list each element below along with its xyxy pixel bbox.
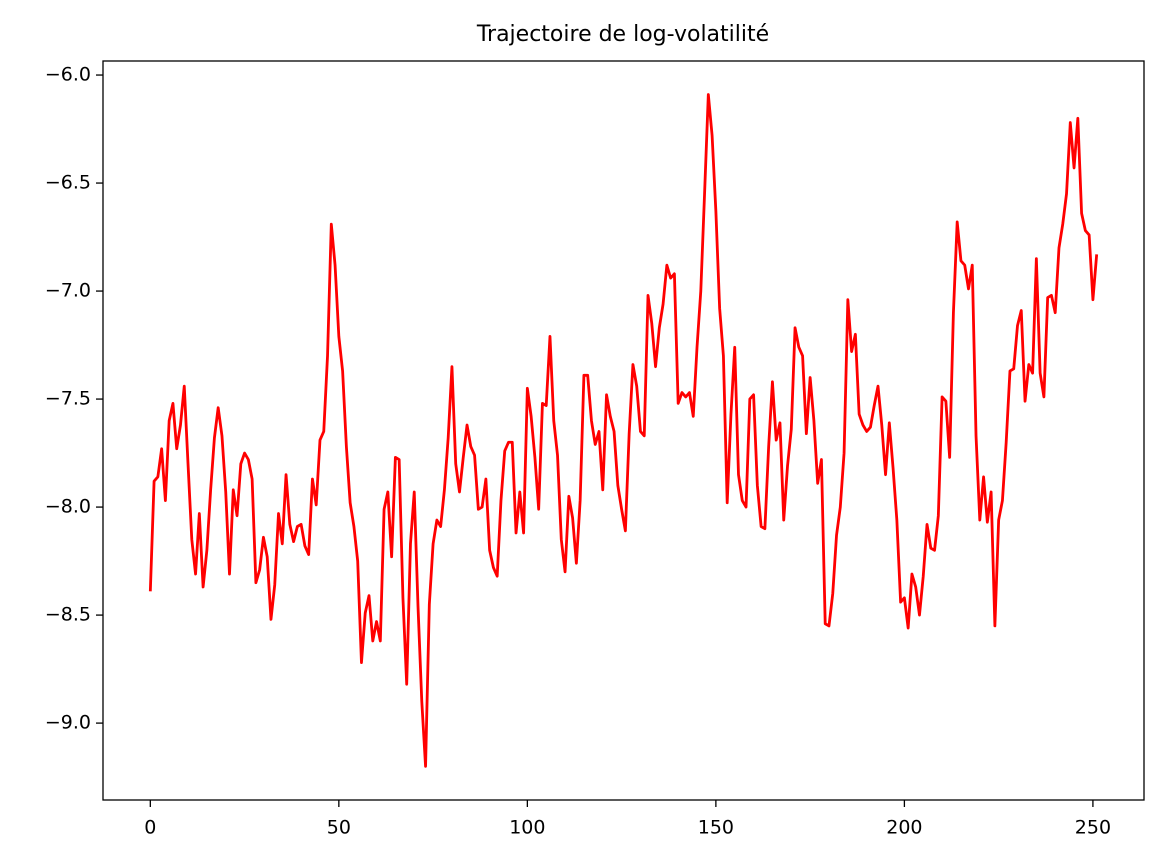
y-tick-label: −7.0	[45, 280, 91, 302]
chart-title: Trajectoire de log-volatilité	[476, 22, 769, 47]
x-tick-label: 200	[886, 817, 922, 839]
x-tick-label: 0	[144, 817, 156, 839]
y-tick-label: −9.0	[45, 712, 91, 734]
y-tick-label: −6.0	[45, 64, 91, 86]
plot-frame	[102, 60, 1145, 801]
series-line	[148, 93, 1099, 768]
y-tick-label: −6.5	[45, 172, 91, 194]
x-tick-label: 150	[698, 817, 734, 839]
x-tick-label: 100	[509, 817, 545, 839]
y-tick-label: −7.5	[45, 388, 91, 410]
y-tick-label: −8.0	[45, 496, 91, 518]
x-tick-label: 50	[327, 817, 351, 839]
y-tick-label: −8.5	[45, 604, 91, 626]
x-tick-label: 250	[1075, 817, 1111, 839]
